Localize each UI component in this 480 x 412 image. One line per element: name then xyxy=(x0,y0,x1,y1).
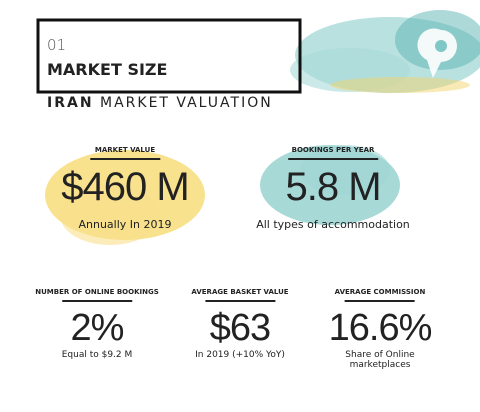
stat-block: BOOKINGS PER YEAR 5.8 M All types of accom… xyxy=(256,146,410,231)
stat-label: NUMBER OF ONLINE BOOKINGS xyxy=(35,288,159,296)
section-number: 01 xyxy=(47,36,67,54)
section-title: MARKET SIZE xyxy=(47,60,168,79)
stat-label: MARKET VALUE xyxy=(94,146,156,154)
subtitle: IRAN MARKET VALUATION xyxy=(47,95,273,111)
stat-rule xyxy=(61,300,132,302)
stat-note: Annually In 2019 xyxy=(78,218,172,231)
stat-note: All types of accommodation xyxy=(256,218,410,231)
stat-block: AVERAGE COMMISSION 16.6% Share of Online m… xyxy=(328,288,433,370)
stat-label: BOOKINGS PER YEAR xyxy=(291,146,375,154)
subtitle-rest: MARKET VALUATION xyxy=(100,95,273,111)
stat-label: AVERAGE BASKET VALUE xyxy=(191,288,289,296)
stat-rule xyxy=(345,300,415,302)
subtitle-bold: IRAN xyxy=(47,95,94,111)
stat-value: 16.6% xyxy=(328,307,433,349)
stat-rule xyxy=(288,158,378,160)
stat-rule xyxy=(89,158,160,160)
stat-block: AVERAGE BASKET VALUE $63 In 2019 (+10% YoY… xyxy=(191,288,288,360)
stat-note: In 2019 (+10% YoY) xyxy=(195,350,285,360)
stat-value: $63 xyxy=(209,307,271,349)
stat-value: 5.8 M xyxy=(285,165,381,209)
stat-rule xyxy=(204,300,275,302)
stat-note: Share of Online marketplaces xyxy=(345,350,415,370)
stat-value: 2% xyxy=(70,307,125,349)
stat-label: AVERAGE COMMISSION xyxy=(334,288,426,296)
stat-block: MARKET VALUE $460 M Annually In 2019 xyxy=(61,146,189,231)
stat-block: NUMBER OF ONLINE BOOKINGS 2% Equal to $9.2… xyxy=(35,288,158,360)
stat-value: $460 M xyxy=(61,165,189,209)
stat-note: Equal to $9.2 M xyxy=(61,350,133,360)
